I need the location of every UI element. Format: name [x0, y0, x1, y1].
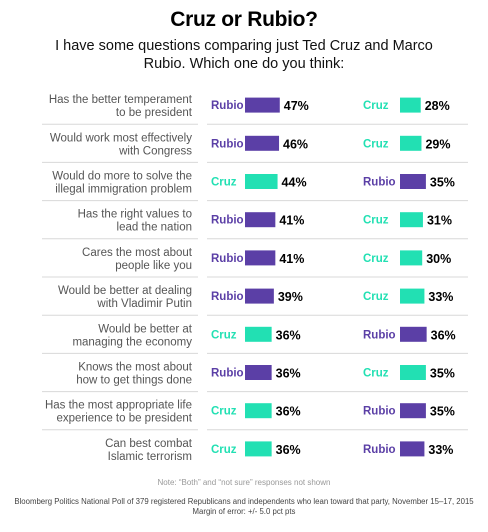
right-bar [400, 135, 422, 151]
question-label: Would work most effectively with Congress [50, 132, 192, 157]
right-bar [400, 250, 423, 266]
right-bar [400, 288, 425, 304]
comparison-chart: Has the better temperament to be presiden… [42, 94, 468, 463]
right-candidate-label: Cruz [363, 368, 389, 380]
question-label: Cares the most about people like you [82, 247, 193, 272]
margin-of-error: Margin of error: +/- 5.0 pct pts [192, 507, 296, 516]
right-value-label: 28% [425, 99, 450, 113]
question-label: Knows the most about how to get things do… [76, 362, 193, 387]
right-candidate-label: Rubio [363, 177, 396, 189]
left-candidate-label: Rubio [211, 215, 244, 227]
left-candidate-label: Rubio [211, 291, 244, 303]
left-bar [245, 365, 272, 380]
question-label-line: managing the economy [72, 336, 192, 348]
question-label-line: with Congress [118, 145, 192, 157]
left-bar [245, 135, 280, 151]
footnote: Note: “Both” and “not sure” responses no… [157, 478, 331, 487]
right-candidate-label: Cruz [363, 138, 389, 150]
left-candidate-label: Cruz [211, 177, 237, 189]
source-text: Bloomberg Politics National Poll of 379 … [14, 497, 474, 506]
question-label-line: Would do more to solve the [52, 171, 192, 183]
right-candidate-label: Cruz [363, 291, 389, 303]
right-candidate-label: Rubio [363, 406, 396, 418]
right-candidate-label: Cruz [363, 100, 389, 112]
question-label-line: Islamic terrorism [108, 451, 192, 463]
right-value-label: 31% [427, 214, 452, 228]
left-candidate-label: Cruz [211, 329, 237, 341]
right-candidate-label: Rubio [363, 444, 396, 456]
right-value-label: 35% [430, 405, 455, 419]
question-label-line: Can best combat [105, 438, 193, 450]
left-bar [245, 441, 272, 457]
right-bar [400, 212, 423, 228]
right-bar [400, 403, 426, 419]
question-label-line: how to get things done [76, 375, 192, 387]
right-bar [400, 365, 426, 380]
right-value-label: 30% [426, 252, 451, 266]
right-candidate-label: Cruz [363, 253, 389, 265]
chart-subtitle: I have some questions comparing just Ted… [55, 38, 433, 72]
left-candidate-label: Cruz [211, 406, 237, 418]
question-label-line: Would be better at [98, 323, 193, 335]
right-value-label: 35% [430, 367, 455, 381]
left-value-label: 36% [276, 367, 301, 381]
chart-title: Cruz or Rubio? [170, 8, 318, 31]
left-bar [245, 288, 274, 304]
right-candidate-label: Rubio [363, 329, 396, 341]
left-bar [245, 97, 280, 113]
question-label: Can best combat Islamic terrorism [105, 438, 193, 463]
left-bar [245, 403, 272, 419]
right-bar [400, 97, 421, 113]
left-candidate-label: Cruz [211, 444, 237, 456]
left-value-label: 41% [279, 252, 304, 266]
question-label-line: Cares the most about [82, 247, 193, 259]
question-label-line: illegal immigration problem [55, 184, 192, 196]
left-bar [245, 250, 276, 266]
question-label-line: Has the right values to [78, 209, 192, 221]
right-value-label: 33% [428, 443, 453, 457]
left-value-label: 41% [279, 214, 304, 228]
question-label: Has the most appropriate life experience … [45, 400, 193, 425]
question-label-line: Would be better at dealing [58, 285, 192, 297]
question-label-line: people like you [115, 260, 192, 272]
question-label-line: to be president [116, 107, 193, 119]
question-label-line: lead the nation [117, 222, 192, 234]
right-bar [400, 441, 425, 457]
right-value-label: 29% [425, 137, 450, 151]
question-label-line: Knows the most about [78, 362, 193, 374]
right-value-label: 33% [428, 290, 453, 304]
right-value-label: 35% [430, 176, 455, 190]
question-label: Has the right values to lead the nation [78, 209, 192, 234]
question-label: Would be better at managing the economy [72, 323, 192, 348]
right-bar [400, 326, 427, 342]
left-value-label: 36% [276, 405, 301, 419]
left-value-label: 36% [276, 443, 301, 457]
left-bar [245, 174, 278, 189]
question-label-line: Has the better temperament [49, 94, 193, 106]
left-candidate-label: Rubio [211, 253, 244, 265]
left-bar [245, 326, 272, 342]
left-candidate-label: Rubio [211, 100, 244, 112]
right-value-label: 36% [431, 328, 456, 342]
right-bar [400, 174, 426, 189]
left-candidate-label: Rubio [211, 138, 244, 150]
question-label-line: with Vladimir Putin [96, 298, 192, 310]
left-value-label: 44% [282, 176, 307, 190]
left-bar [245, 212, 276, 228]
question-label: Has the better temperament to be presiden… [49, 94, 193, 119]
left-candidate-label: Rubio [211, 368, 244, 380]
question-label-line: Would work most effectively [50, 132, 192, 144]
right-candidate-label: Cruz [363, 215, 389, 227]
question-label-line: Has the most appropriate life [45, 400, 192, 412]
question-label: Would be better at dealing with Vladimir … [58, 285, 192, 310]
source-credit: Bloomberg Politics National Poll of 379 … [0, 497, 488, 517]
question-label: Would do more to solve the illegal immigr… [52, 171, 192, 196]
left-value-label: 46% [283, 137, 308, 151]
left-value-label: 36% [276, 328, 301, 342]
question-label-line: experience to be president [56, 413, 192, 425]
left-value-label: 47% [284, 99, 309, 113]
left-value-label: 39% [278, 290, 303, 304]
